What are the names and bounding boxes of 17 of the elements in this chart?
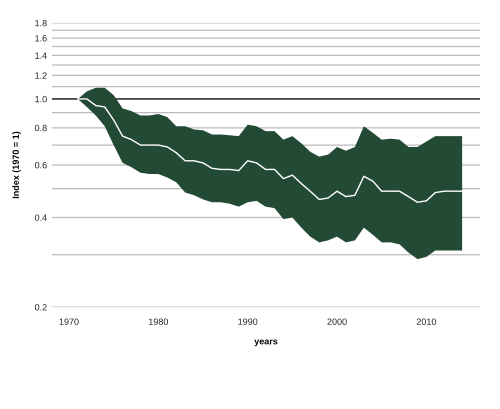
y-axis-title: Index (1970 = 1): [12, 132, 21, 198]
y-tick-label: 1.8: [35, 20, 47, 26]
y-tick-label: 0.6: [34, 162, 47, 168]
y-tick-label: 1.6: [35, 35, 47, 42]
y-tick-label: 1.4: [35, 52, 47, 59]
line-series: [77, 98, 463, 203]
x-tick-label: 2010: [416, 318, 436, 325]
x-tick-label: 2000: [327, 318, 347, 325]
y-tick-label: 1.0: [35, 96, 47, 102]
x-tick-label: 1970: [60, 318, 79, 325]
y-tick-label: 1.2: [35, 72, 47, 79]
x-tick-label: 1980: [148, 318, 168, 325]
y-tick-label: 0.2: [34, 304, 47, 311]
y-tick-label: 0.4: [34, 214, 47, 221]
y-tick-label: 0.8: [34, 124, 47, 132]
x-axis-title: years: [254, 339, 278, 346]
x-tick-label: 1990: [238, 318, 258, 325]
